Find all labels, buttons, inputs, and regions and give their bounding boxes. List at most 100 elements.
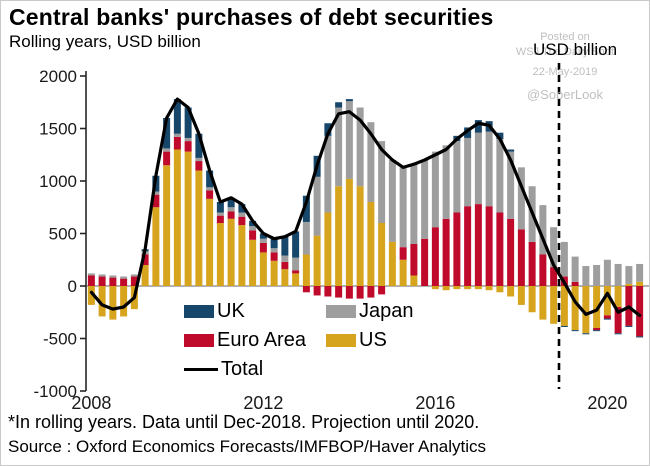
bar-segment-us — [453, 286, 461, 290]
bar-segment-us — [216, 223, 224, 286]
bar-segment-japan — [259, 238, 267, 243]
bar-segment-japan — [356, 107, 364, 187]
bar-segment-japan — [206, 187, 214, 191]
bar-segment-us — [313, 235, 321, 286]
bar-segment-euro-area — [399, 247, 407, 260]
page-title: Central banks' purchases of debt securit… — [9, 4, 494, 30]
bar-segment-uk — [496, 132, 504, 139]
bar-segment-japan — [345, 101, 353, 179]
euro-area-swatch-icon — [184, 334, 214, 347]
right-axis-unit-label: USD billion — [533, 40, 618, 59]
bar-segment-us — [87, 286, 95, 305]
bar-segment-euro-area — [216, 215, 224, 223]
bar-segment-us — [259, 252, 267, 286]
bar-segment-japan — [87, 273, 95, 276]
bar-segment-euro-area — [152, 194, 160, 208]
bar-segment-euro-area — [571, 281, 579, 286]
bar-segment-us — [399, 259, 407, 286]
bar-segment-euro-area — [614, 307, 622, 334]
bar-segment-us — [431, 286, 439, 290]
bar-segment-euro-area — [130, 276, 138, 286]
bar-segment-euro-area — [120, 278, 128, 286]
bar-segment-uk — [227, 197, 235, 208]
bar-segment-us — [625, 283, 633, 286]
bar-segment-us — [109, 286, 117, 320]
bar-segment-us — [582, 286, 590, 334]
bar-segment-euro-area — [410, 244, 418, 276]
y-tick-label: -500 — [43, 330, 77, 349]
bar-segment-euro-area — [378, 286, 386, 295]
bar-segment-japan — [442, 145, 450, 219]
bar-segment-us — [345, 178, 353, 286]
chart-source: Source : Oxford Economics Forecasts/IMFB… — [8, 437, 487, 456]
bar-segment-euro-area — [507, 218, 515, 286]
bar-segment-us — [636, 281, 644, 286]
bar-segment-euro-area — [335, 286, 343, 298]
bar-segment-uk — [216, 202, 224, 213]
bar-segment-us — [603, 286, 611, 316]
x-axis-labels: 2008 2012 2016 2020 — [71, 393, 627, 413]
bar-segment-us — [517, 286, 525, 305]
bar-segment-euro-area — [195, 161, 203, 171]
bar-segment-uk — [259, 233, 267, 239]
watermark-posted-on: Posted on — [540, 31, 590, 43]
bar-segment-euro-area — [238, 216, 246, 226]
y-tick-label: 0 — [68, 277, 77, 296]
watermark: Posted on WSJ The Daily Shot 22-May-2019… — [495, 30, 635, 102]
bar-segment-japan — [399, 167, 407, 248]
bar-segment-euro-area — [356, 286, 364, 299]
bar-segment-uk — [324, 123, 332, 136]
bar-segment-uk — [238, 204, 246, 213]
bar-segment-japan — [163, 148, 171, 152]
bar-segment-us — [324, 212, 332, 286]
bar-segment-us — [270, 260, 278, 286]
bar-segment-euro-area — [464, 206, 472, 286]
bar-segment-uk — [625, 325, 633, 327]
bar-segment-uk — [195, 133, 203, 158]
bar-segment-euro-area — [550, 267, 558, 286]
legend-label-us: US — [359, 329, 387, 351]
legend-label-euro-area: Euro Area — [217, 329, 306, 351]
y-tick-label: 2000 — [39, 67, 77, 86]
bar-segment-japan — [324, 135, 332, 213]
watermark-publication: WSJ The Daily Shot — [515, 46, 615, 58]
bar-segment-euro-area — [259, 242, 267, 253]
bar-segment-japan — [130, 274, 138, 277]
bar-segment-us — [614, 286, 622, 307]
bar-segment-euro-area — [173, 136, 181, 150]
bar-segment-us — [335, 186, 343, 286]
bar-segment-uk — [507, 149, 515, 152]
bar-segment-uk — [206, 170, 214, 188]
bar-segment-japan — [507, 151, 515, 219]
bar-segment-japan — [152, 191, 160, 195]
bar-segment-japan — [302, 221, 310, 255]
uk-swatch-icon — [184, 305, 214, 318]
japan-swatch-icon — [326, 305, 356, 318]
legend-label-total: Total — [221, 358, 264, 380]
bar-segment-us — [378, 223, 386, 286]
bar-segment-uk — [173, 99, 181, 134]
legend-item-euro-area: Euro Area — [184, 329, 326, 352]
bar-segment-us — [474, 286, 482, 290]
bar-segment-us — [152, 207, 160, 286]
bar-segment-japan — [582, 266, 590, 286]
x-tick-label: 2016 — [415, 393, 455, 413]
bar-segment-us — [227, 218, 235, 286]
bar-segment-euro-area — [593, 328, 601, 331]
x-tick-label: 2012 — [243, 393, 283, 413]
y-tick-label: 1000 — [39, 172, 77, 191]
bar-segment-euro-area — [141, 254, 149, 265]
bar-segment-euro-area — [292, 270, 300, 274]
y-tick-label: 500 — [49, 225, 77, 244]
bar-segment-us — [496, 286, 504, 293]
bar-segment-us — [560, 286, 568, 326]
bar-segment-euro-area — [367, 286, 375, 298]
bar-segment-us — [388, 241, 396, 286]
bar-segment-japan — [517, 167, 525, 230]
bar-segment-uk — [270, 238, 278, 249]
bar-segment-uk — [292, 231, 300, 258]
bar-segment-japan — [292, 257, 300, 271]
chart-legend: UK Japan Euro Area US Total — [184, 300, 414, 381]
bar-segment-japan — [496, 139, 504, 213]
